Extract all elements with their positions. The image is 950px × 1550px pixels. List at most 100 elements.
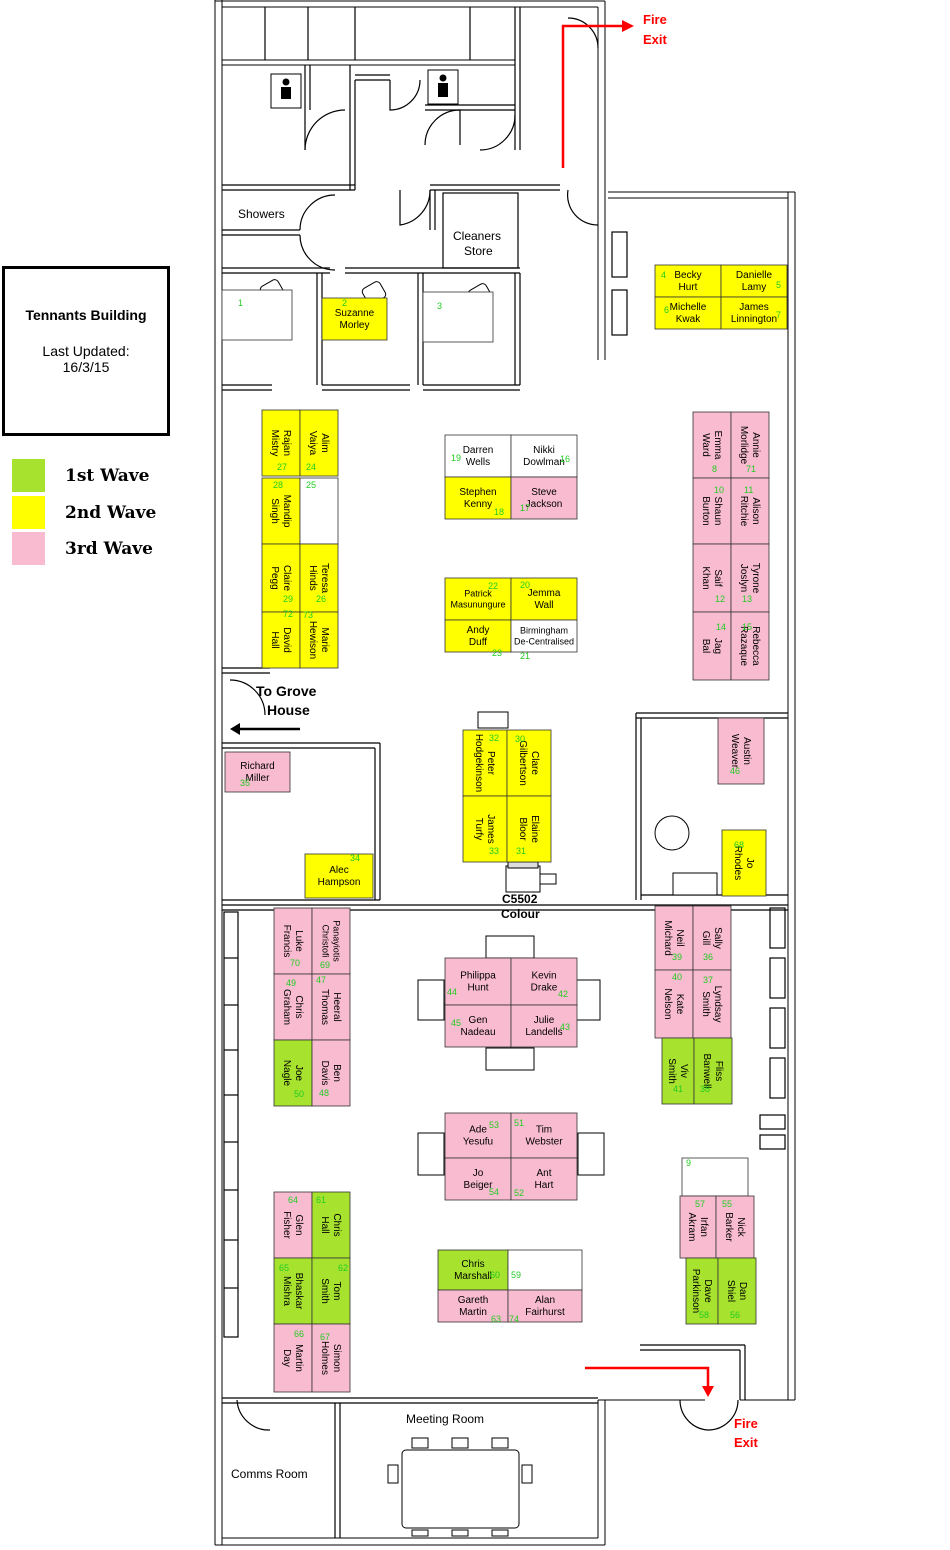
desk-9[interactable]: 9 xyxy=(681,1157,749,1197)
desk-number: 37 xyxy=(703,975,713,985)
desk-57[interactable]: IrfanAkram 57 xyxy=(679,1195,717,1259)
desk-number: 69 xyxy=(320,960,330,970)
desk-14[interactable]: JagBal 14 xyxy=(692,611,732,681)
desk-74[interactable]: Alan Fairhurst 74 xyxy=(507,1289,583,1324)
desk-24[interactable]: AlimVaiya 24 xyxy=(299,409,339,477)
desk-name: Alec Hampson xyxy=(318,865,361,888)
desk-number: 55 xyxy=(722,1199,732,1209)
desk-name: FlissBanwell xyxy=(701,1053,724,1088)
desk-31[interactable]: ElaineBloor 31 xyxy=(506,795,552,863)
desk-34[interactable]: Alec Hampson 34 xyxy=(304,853,374,899)
desk-8[interactable]: EmmaWard 8 xyxy=(692,411,732,479)
desk-48[interactable]: BenDavis 48 xyxy=(311,1039,351,1107)
desk-name: Michelle Kwak xyxy=(670,302,707,325)
desk-64[interactable]: GlenFisher 64 xyxy=(273,1191,313,1259)
desk-number: 9 xyxy=(686,1158,691,1168)
desk-55[interactable]: NickBarker 55 xyxy=(715,1195,755,1259)
desk-number: 72 xyxy=(283,609,293,619)
desk-27[interactable]: RajanMistry 27 xyxy=(261,409,301,477)
desk-name: Richard Miller xyxy=(240,761,274,784)
desk-28[interactable]: MandipSingh 28 xyxy=(261,477,301,545)
desk-surface xyxy=(692,905,732,971)
desk-52[interactable]: Ant Hart 52 xyxy=(510,1157,578,1201)
desk-number: 5 xyxy=(776,280,781,290)
desk-72[interactable]: DavidHall 72 xyxy=(261,609,301,669)
desk-29[interactable]: ClairePegg 29 xyxy=(261,543,301,613)
desk-1[interactable]: 1 xyxy=(221,289,293,341)
desk-surface xyxy=(717,1257,757,1325)
desk-number: 49 xyxy=(286,978,296,988)
desk-36[interactable]: SallyGill 36 xyxy=(692,905,732,971)
desk-25[interactable]: 25 xyxy=(299,477,339,545)
meeting-room-label: Meeting Room xyxy=(406,1412,484,1426)
legend-swatch xyxy=(12,496,45,529)
desk-21[interactable]: Birmingham De-Centralised 21 xyxy=(510,619,578,661)
desk-3[interactable]: 3 xyxy=(422,291,494,343)
desk-40[interactable]: KateNelson 40 xyxy=(654,969,694,1039)
desk-50[interactable]: JoeNagle 50 xyxy=(273,1039,313,1107)
desk-62[interactable]: TomSmith 62 xyxy=(311,1257,351,1325)
desk-name: ClairePegg xyxy=(269,565,292,592)
arrow-left-icon xyxy=(230,723,300,735)
desk-name: Tim Webster xyxy=(525,1125,563,1148)
desk-12[interactable]: SaifKhan 12 xyxy=(692,543,732,613)
desk-59[interactable]: 59 xyxy=(507,1249,583,1291)
desk-surface xyxy=(506,729,552,797)
desk-number: 44 xyxy=(447,987,457,997)
desk-4[interactable]: Becky Hurt 4 xyxy=(654,264,722,298)
desk-name: SimonHolmes xyxy=(319,1341,342,1375)
cabinet xyxy=(672,872,718,896)
desk-66[interactable]: MartinDay 66 xyxy=(273,1323,313,1393)
desk-47[interactable]: HeeralThomas 47 xyxy=(311,973,351,1041)
desk-56[interactable]: DanShiel 56 xyxy=(717,1257,757,1325)
desk-surface xyxy=(730,411,770,479)
desk-number: 8 xyxy=(712,464,717,474)
desk-number: 65 xyxy=(279,1263,289,1273)
desk-33[interactable]: JamesTurfy 33 xyxy=(462,795,508,863)
desk-32[interactable]: PeterHodgekinson 32 xyxy=(462,729,508,797)
desk-surface xyxy=(273,907,313,975)
desk-61[interactable]: ChrisHall 61 xyxy=(311,1191,351,1259)
desk-5[interactable]: Danielle Lamy 5 xyxy=(720,264,788,298)
